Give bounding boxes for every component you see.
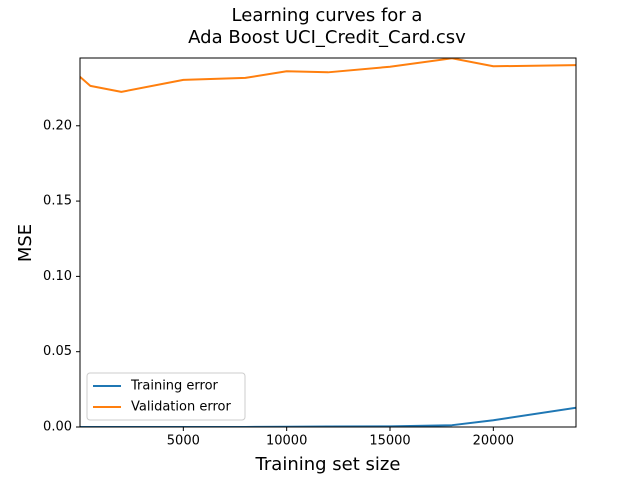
- series-line-1: [80, 58, 576, 93]
- y-tick-label: 0.10: [43, 269, 72, 284]
- legend-items: Training error Validation error: [93, 379, 231, 415]
- series-lines: [80, 58, 576, 427]
- chart-title-line-2: Ada Boost UCI_Credit_Card.csv: [188, 27, 466, 48]
- x-tick-label: 10000: [266, 434, 307, 449]
- y-axis-label: MSE: [15, 224, 36, 262]
- y-tick-label: 0.15: [43, 194, 72, 209]
- legend-label-0: Training error: [130, 379, 219, 394]
- x-axis-label: Training set size: [255, 454, 401, 475]
- y-tick-label: 0.00: [43, 420, 72, 435]
- legend-box: [86, 372, 246, 421]
- chart-title-line-1: Learning curves for a: [232, 5, 423, 26]
- x-axis-ticks: 5000 10000 15000 20000: [167, 427, 514, 449]
- chart-legend: Training error Validation error: [86, 372, 246, 421]
- x-tick-label: 5000: [167, 434, 200, 449]
- plot-area-frame: [79, 57, 577, 428]
- y-tick-label: 0.05: [43, 344, 72, 359]
- y-tick-label: 0.20: [43, 118, 72, 133]
- y-axis-ticks: 0.00 0.05 0.10 0.15 0.20: [43, 118, 80, 435]
- x-tick-label: 15000: [369, 434, 410, 449]
- legend-label-1: Validation error: [131, 400, 231, 415]
- x-tick-label: 20000: [473, 434, 514, 449]
- chart-title: Learning curves for a Ada Boost UCI_Cred…: [188, 5, 466, 48]
